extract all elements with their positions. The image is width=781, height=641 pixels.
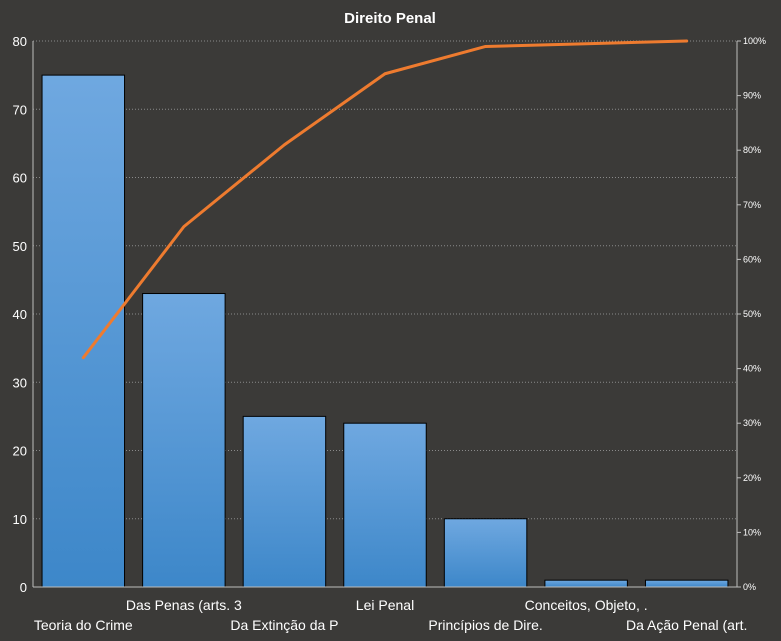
category-label: Da Extinção da P bbox=[230, 617, 338, 633]
y-tick-label: 30 bbox=[13, 375, 27, 390]
bar-0 bbox=[41, 74, 126, 588]
bar-5 bbox=[544, 579, 628, 588]
bar-3 bbox=[343, 422, 427, 588]
y-axis-left: 0 10 20 30 40 50 60 70 80 bbox=[13, 34, 34, 595]
bar-2 bbox=[242, 415, 327, 588]
y-tick-label: 0 bbox=[20, 580, 27, 595]
x-axis: Teoria do Crime Das Penas (arts. 3 Da Exti… bbox=[33, 586, 747, 633]
category-label: Princípios de Dire. bbox=[428, 617, 542, 633]
y2-tick-label: 80% bbox=[743, 145, 761, 155]
y2-tick-label: 90% bbox=[743, 91, 761, 101]
y2-tick-label: 0% bbox=[743, 582, 756, 592]
category-label: Das Penas (arts. 3 bbox=[126, 597, 242, 613]
y-tick-label: 50 bbox=[13, 239, 27, 254]
category-label: Lei Penal bbox=[356, 597, 414, 613]
bar-6 bbox=[644, 579, 729, 588]
y2-tick-label: 70% bbox=[743, 200, 761, 210]
bars bbox=[41, 74, 729, 588]
y2-tick-label: 20% bbox=[743, 473, 761, 483]
y-tick-label: 40 bbox=[13, 307, 27, 322]
y2-tick-label: 60% bbox=[743, 254, 761, 264]
cumulative-line bbox=[81, 39, 689, 360]
y2-tick-label: 100% bbox=[743, 36, 766, 46]
category-label: Teoria do Crime bbox=[34, 617, 133, 633]
bar-4 bbox=[443, 518, 528, 588]
bar-1 bbox=[142, 293, 226, 588]
y2-tick-label: 10% bbox=[743, 527, 761, 537]
category-label: Da Ação Penal (art. bbox=[626, 617, 747, 633]
y2-tick-label: 40% bbox=[743, 364, 761, 374]
category-label: Conceitos, Objeto, . bbox=[525, 597, 648, 613]
y-tick-label: 80 bbox=[13, 34, 27, 49]
y-tick-label: 60 bbox=[13, 171, 27, 186]
y-tick-label: 10 bbox=[13, 512, 27, 527]
y-tick-label: 20 bbox=[13, 444, 27, 459]
y-tick-label: 70 bbox=[13, 102, 27, 117]
y2-tick-label: 30% bbox=[743, 418, 761, 428]
y-axis-right: 0% 10% 20% 30% 40% 50% 60% 70% 80% 90% 100% bbox=[736, 36, 766, 592]
chart-title: Direito Penal bbox=[344, 10, 436, 27]
y2-tick-label: 50% bbox=[743, 309, 761, 319]
